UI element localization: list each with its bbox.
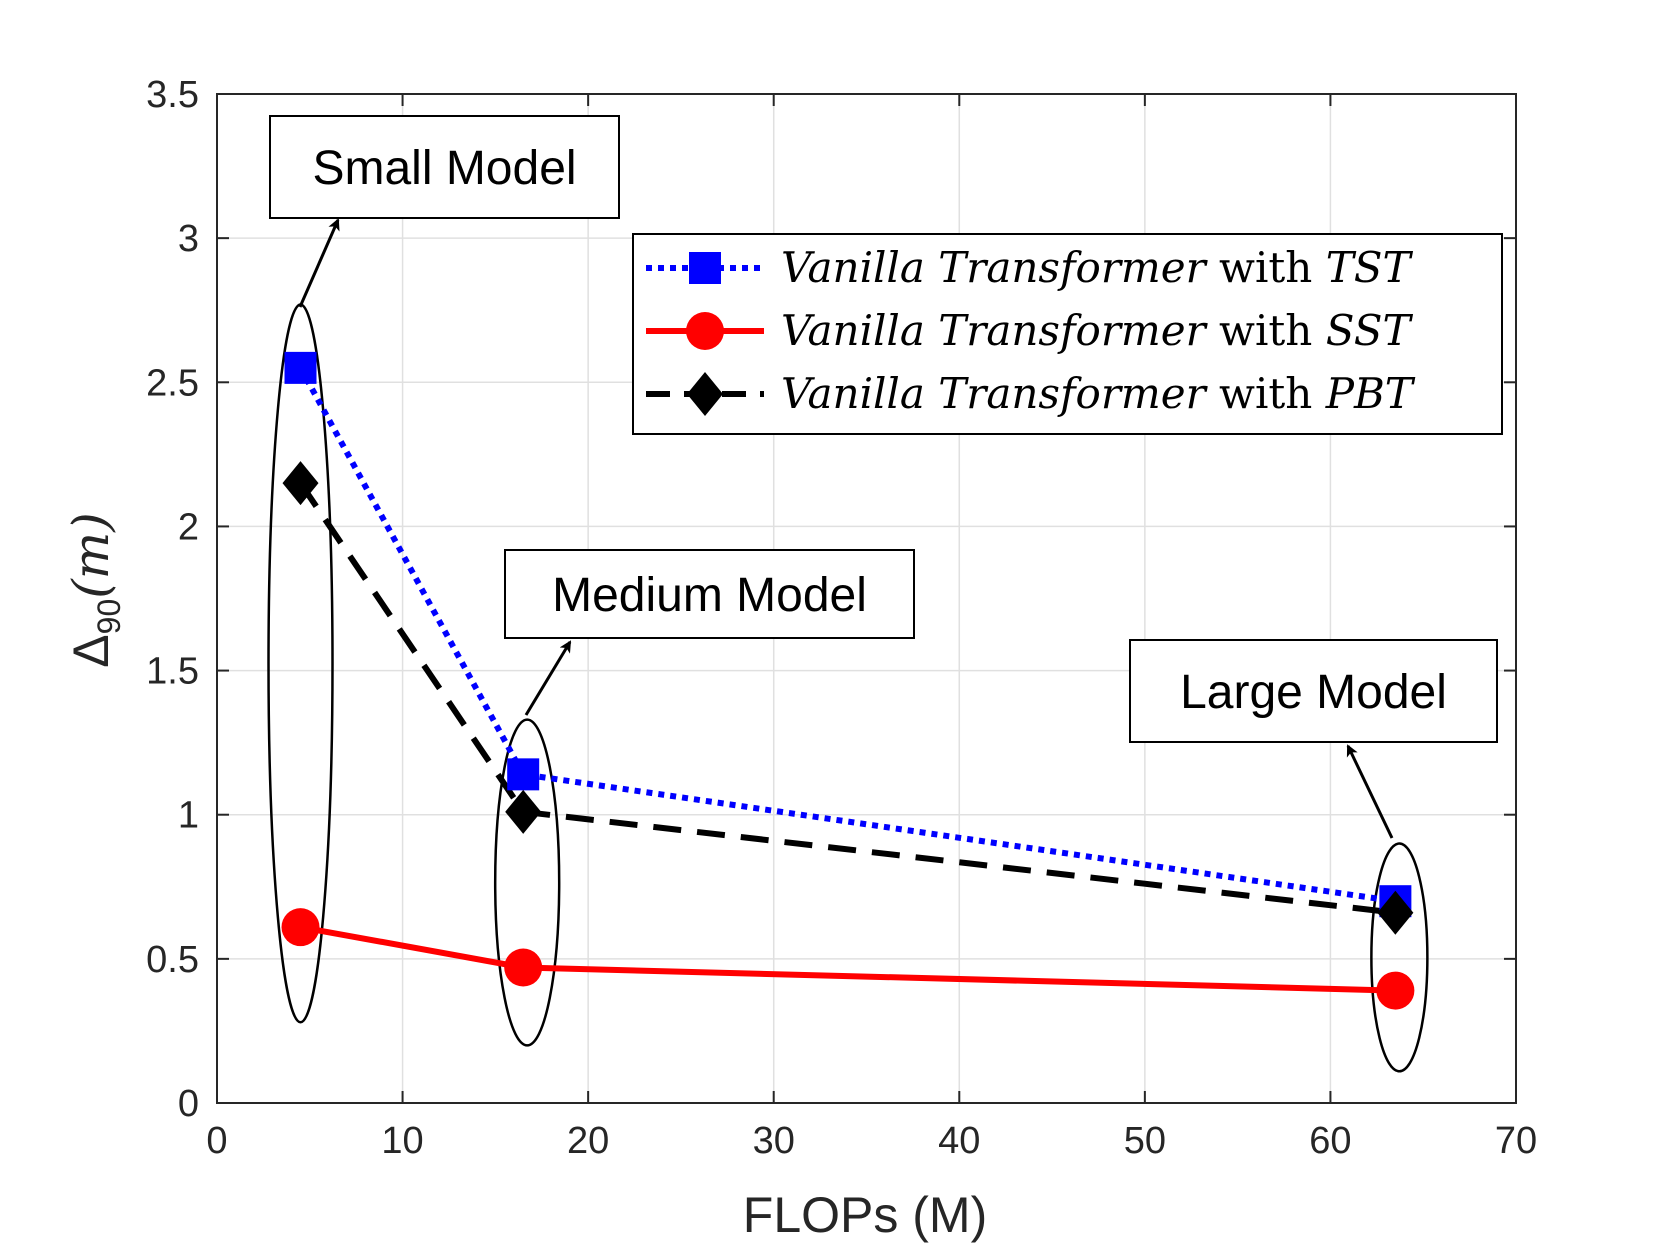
series-point-circle [281, 908, 320, 947]
y-tick-label: 3.5 [146, 74, 199, 116]
x-tick-label: 10 [381, 1120, 423, 1162]
annotation-arrow [524, 640, 572, 716]
axes: 0 10 20 30 40 50 60 70 0 0.5 1 1.5 2 2.5 3 3.5 [146, 74, 1537, 1162]
y-tick-label: 3 [178, 218, 199, 260]
legend-label: Vanilla Transformer with TST [781, 243, 1413, 292]
y-tick-label: 0 [178, 1083, 199, 1125]
x-tick-label: 0 [206, 1120, 227, 1162]
series-point-square [507, 758, 540, 791]
legend: Vanilla Transformer with TST Vanilla Tran… [632, 233, 1503, 435]
x-tick-label: 30 [753, 1120, 795, 1162]
annotation-arrow [1346, 744, 1394, 839]
legend-marker-circle [686, 312, 724, 350]
y-tick-label: 2.5 [146, 362, 199, 404]
y-tick-label: 2 [178, 506, 199, 548]
annotations: Small Model Medium Model Large Model [269, 115, 1498, 839]
series-point-circle [504, 948, 543, 987]
svg-text:Δ90(m): Δ90(m) [62, 512, 127, 667]
annotation-box [1129, 639, 1498, 743]
series-point-square [284, 351, 317, 384]
series-layer [281, 351, 1415, 1010]
x-tick-label: 40 [938, 1120, 980, 1162]
x-tick-label: 20 [567, 1120, 609, 1162]
annotation-box [504, 549, 915, 639]
x-tick-label: 50 [1124, 1120, 1166, 1162]
x-axis-title: FLOPs (M) [743, 1187, 987, 1243]
plot-frame [216, 93, 1517, 1104]
annotation-box [269, 115, 620, 219]
legend-label: Vanilla Transformer with PBT [781, 369, 1416, 418]
series-point-diamond [1377, 890, 1414, 935]
group-ellipse [1370, 842, 1429, 1073]
y-axis-title: Δ90(m) [62, 512, 127, 667]
series-point-diamond [505, 789, 542, 834]
y-axis-title-subscript: 90 [91, 599, 127, 635]
legend-marker-diamond [687, 372, 723, 416]
group-ellipse [493, 718, 561, 1047]
y-tick-label: 1.5 [146, 651, 199, 693]
legend-marker-square [689, 252, 721, 284]
annotation-label: Medium Model [552, 569, 867, 622]
legend-box [632, 233, 1503, 435]
series-point-circle [1376, 971, 1415, 1010]
y-axis-title-symbol: Δ [63, 634, 119, 667]
annotation-label: Large Model [1180, 666, 1447, 719]
series-point-diamond [282, 461, 319, 506]
y-tick-label: 1 [178, 795, 199, 837]
legend-label: Vanilla Transformer with SST [781, 306, 1413, 355]
x-tick-label: 60 [1309, 1120, 1351, 1162]
y-tick-label: 0.5 [146, 939, 199, 981]
annotation-label: Small Model [312, 142, 576, 195]
x-tick-label: 70 [1495, 1120, 1537, 1162]
annotation-arrow [298, 218, 340, 308]
y-axis-title-unit: (m) [62, 512, 120, 598]
